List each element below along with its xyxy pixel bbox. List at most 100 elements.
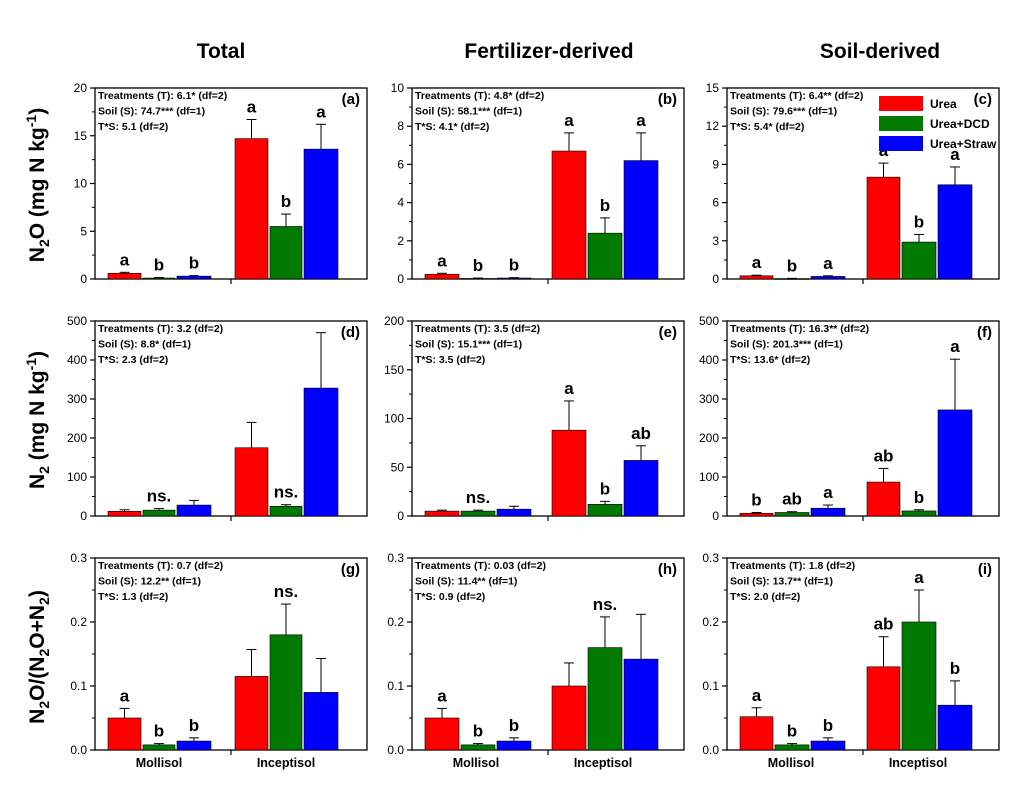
ylab3-end: )	[26, 590, 49, 597]
panel-d-ytick-label-3: 300	[67, 392, 87, 406]
panel-h-label: (h)	[658, 561, 677, 578]
panel-i-ytick-label-0: 0.0	[702, 743, 719, 757]
panel-a-label: (a)	[342, 91, 360, 108]
panel-f-ytick-label-2: 200	[699, 431, 719, 445]
ylab2-rest: (mg N kg	[26, 370, 49, 466]
panel-a-letter-1-2: a	[316, 102, 326, 121]
panel-d-bar-inceptisol-urea-dcd	[269, 505, 303, 517]
panel-e-letter-0-1: ns.	[466, 488, 491, 507]
column-title-total: Total	[197, 40, 246, 63]
panel-a-letter-1-0: a	[247, 98, 257, 117]
panel-b-letter-0-1: b	[473, 256, 483, 275]
panel-i-letter-1-1: a	[914, 568, 924, 587]
panel-f-stat-2: T*S: 13.6* (df=2)	[730, 354, 810, 366]
panel-c-stat-1: Soil (S): 79.6*** (df=1)	[730, 106, 837, 118]
panel-b-label: (b)	[658, 91, 677, 108]
ylab3-sub3: 2	[36, 597, 52, 605]
legend-label-urea-straw: Urea+Straw	[930, 137, 997, 151]
panel-h-bar-inceptisol-urea-straw	[623, 658, 659, 751]
panel-b-ytick-label-3: 6	[397, 157, 404, 171]
panel-i-stat-2: T*S: 2.0 (df=2)	[730, 591, 800, 603]
legend: Urea Urea+DCD Urea+Straw	[879, 96, 997, 151]
panel-a-ytick-label-0: 0	[80, 272, 87, 286]
panel-d-stat-1: Soil (S): 8.8* (df=1)	[98, 339, 191, 351]
panel-f-letter-0-1: ab	[782, 490, 802, 509]
panel-a: 0 5 10 15 20 a b b a b a Treatments (T): 6.1* (df=2…	[74, 81, 368, 286]
panel-i-category-1: Inceptisol	[889, 756, 947, 770]
panel-g-stat-0: Treatments (T): 0.7 (df=2)	[98, 560, 223, 572]
panel-i-bar-mollisol-urea-straw	[810, 740, 846, 751]
panel-c-bar-inceptisol-urea-straw	[937, 184, 973, 280]
panel-b-letter-1-1: b	[600, 196, 610, 215]
panel-i-category-0: Mollisol	[768, 756, 815, 770]
ylab3-sub: 2	[36, 701, 52, 709]
panel-e-label: (e)	[659, 324, 677, 341]
panel-g-bar-inceptisol-urea-dcd	[269, 634, 303, 751]
panel-a-letter-0-2: b	[189, 254, 199, 273]
panel-i-bar-inceptisol-urea	[866, 666, 901, 751]
panel-c: 03691215abaabaTreatments (T): 6.4** (df=…	[706, 81, 1000, 286]
panel-e-stat-0: Treatments (T): 3.5 (df=2)	[415, 323, 540, 335]
ylab2-end: )	[26, 351, 49, 358]
panel-d-stat-0: Treatments (T): 3.2 (df=2)	[98, 323, 223, 335]
ylab1-rest: O (mg N kg	[26, 127, 49, 239]
panel-g: 0.0 0.1 0.2 0.3 a b b Mollisol ns. Inceptisol Trea…	[70, 551, 368, 770]
svg-text:N2 (mg N kg-1): N2 (mg N kg-1)	[23, 351, 52, 489]
panel-c-stat-0: Treatments (T): 6.4** (df=2)	[730, 90, 863, 102]
panel-c-letter-0-2: a	[823, 254, 833, 273]
panel-a-bar-inceptisol-urea	[234, 138, 269, 280]
panel-a-ytick-label-1: 5	[80, 224, 87, 238]
panel-h-bar-mollisol-urea-dcd	[460, 744, 496, 751]
panel-f-ytick-label-4: 400	[699, 353, 719, 367]
panel-g-bar-mollisol-urea-dcd	[142, 744, 176, 751]
panel-i-ytick-label-2: 0.2	[702, 615, 719, 629]
panel-g-bar-mollisol-urea-straw	[176, 740, 212, 751]
panel-b-bar-inceptisol-urea-dcd	[587, 232, 623, 280]
panel-f-letter-1-0: ab	[874, 446, 894, 465]
panel-b-bar-mollisol-urea-straw	[496, 277, 532, 280]
panel-g-stat-1: Soil (S): 12.2** (df=1)	[98, 576, 201, 588]
panel-g-letter-0-1: b	[154, 722, 164, 741]
panel-h-ytick-label-3: 0.3	[387, 551, 404, 565]
panel-f-ytick-label-0: 0	[712, 509, 719, 523]
panel-a-bar-mollisol-urea-straw	[176, 275, 212, 280]
ylab2-sub: 2	[36, 466, 52, 474]
panel-a-ytick-label-3: 15	[74, 129, 88, 143]
panel-g-ytick-label-2: 0.2	[70, 615, 87, 629]
panel-c-label: (c)	[974, 91, 992, 108]
panel-g-category-0: Mollisol	[136, 756, 183, 770]
panel-d-ytick-label-4: 400	[67, 353, 87, 367]
panel-f-letter-1-1: b	[914, 488, 924, 507]
panel-f-label: (f)	[977, 324, 992, 341]
panel-f-stat-0: Treatments (T): 16.3** (df=2)	[730, 323, 869, 335]
panel-e-bar-mollisol-urea-dcd	[460, 510, 496, 517]
panel-c-stat-2: T*S: 5.4* (df=2)	[730, 121, 804, 133]
row-ylabel-ratio: N2O/(N2O+N2)	[26, 590, 52, 724]
panel-e-ytick-label-1: 50	[391, 460, 405, 474]
panel-c-letter-0-0: a	[752, 253, 762, 272]
panel-c-bar-mollisol-urea-straw	[810, 276, 846, 280]
panel-h-ytick-label-2: 0.2	[387, 615, 404, 629]
panel-g-bar-mollisol-urea	[107, 717, 142, 751]
panel-f-bar-inceptisol-urea-straw	[937, 409, 973, 517]
panel-h-letter-0-1: b	[473, 722, 483, 741]
panel-e-bar-inceptisol-urea	[551, 429, 587, 517]
panel-a-letter-0-0: a	[120, 250, 130, 269]
panel-c-ytick-label-4: 12	[706, 119, 720, 133]
panel-d-bar-inceptisol-urea	[234, 447, 269, 517]
panel-e-stat-2: T*S: 3.5 (df=2)	[415, 354, 485, 366]
panel-b-bar-inceptisol-urea	[551, 150, 587, 280]
panel-b-ytick-label-2: 4	[397, 196, 404, 210]
panel-i: 0.00.10.20.3ab bMollisolababInceptisolTre…	[702, 551, 1000, 770]
panel-b-letter-1-0: a	[564, 111, 574, 130]
panel-b-ytick-label-4: 8	[397, 119, 404, 133]
panel-f-letter-1-2: a	[950, 337, 960, 356]
ylab1-main: N	[26, 247, 49, 262]
panel-i-letter-1-0: ab	[874, 615, 894, 634]
column-titles: Total Fertilizer-derived Soil-derived	[197, 40, 940, 63]
panel-i-bar-inceptisol-urea-dcd	[901, 621, 937, 751]
panel-h-bar-inceptisol-urea	[551, 685, 587, 751]
panel-a-bar-mollisol-urea-dcd	[142, 277, 176, 280]
panel-c-bar-inceptisol-urea	[866, 176, 901, 280]
